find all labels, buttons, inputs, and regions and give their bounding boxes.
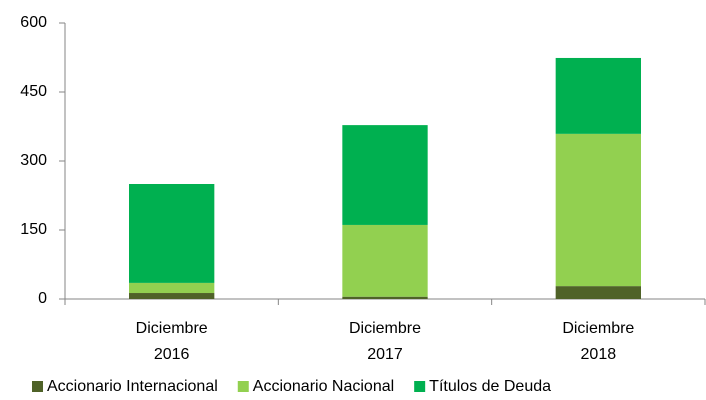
y-tick-label: 300 <box>20 152 47 169</box>
bar-segment <box>129 293 215 299</box>
bar-segment <box>555 133 641 287</box>
legend-swatch <box>32 381 43 392</box>
legend-swatch <box>237 381 249 392</box>
bar-segment <box>129 282 215 294</box>
y-tick-label: 450 <box>20 83 47 100</box>
y-tick-label: 0 <box>38 290 47 307</box>
y-tick-label: 600 <box>20 14 47 31</box>
bar-segment <box>555 286 641 299</box>
bar-segment <box>555 57 641 134</box>
bar-segment <box>342 125 428 225</box>
x-tick-label: Diciembre 2017 <box>349 320 421 363</box>
y-tick-label: 150 <box>20 221 47 238</box>
bar-segment <box>342 224 428 297</box>
legend-label: Accionario Nacional <box>253 378 394 395</box>
x-tick-label: Diciembre 2018 <box>562 320 634 363</box>
legend-label: Títulos de Deuda <box>429 378 551 395</box>
x-tick-label: Diciembre 2016 <box>136 320 208 363</box>
bar-segment <box>342 296 428 299</box>
legend-label: Accionario Internacional <box>47 378 218 395</box>
bar-segment <box>129 184 215 283</box>
legend-swatch <box>414 381 426 392</box>
